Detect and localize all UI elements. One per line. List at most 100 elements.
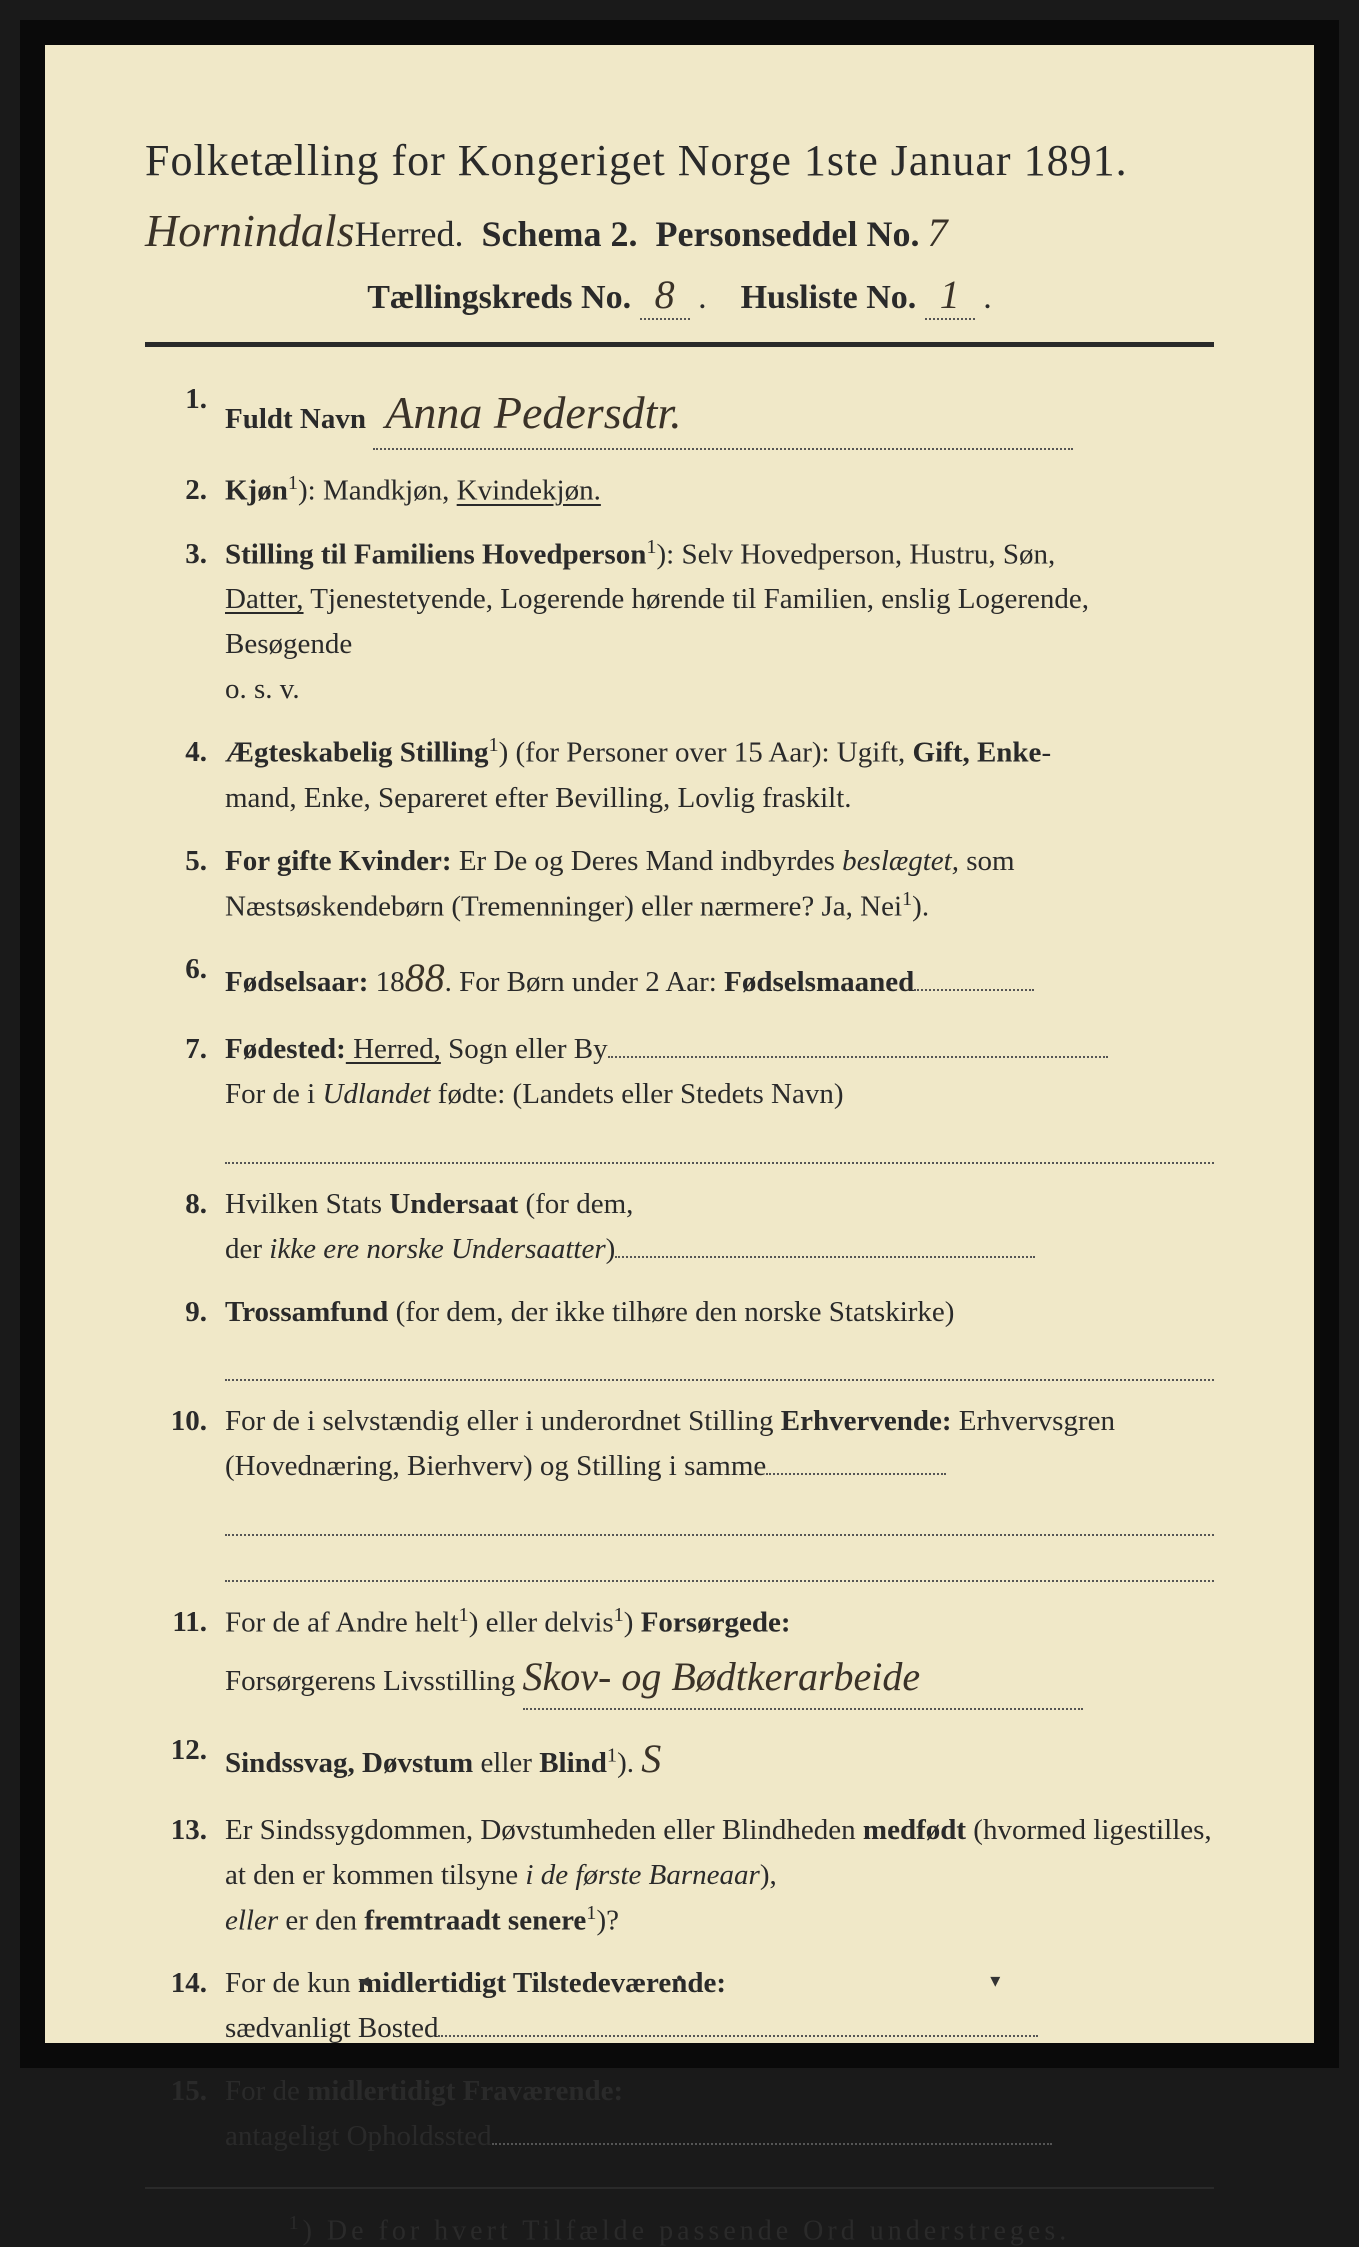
item-5-text3: ). [912,890,929,922]
header-line3: Tællingskreds No. 8 . Husliste No. 1 . [145,271,1214,320]
item-6: 6. Fødselsaar: 1888. For Børn under 2 Aa… [155,947,1214,1009]
item-11-mid: ) eller delvis [469,1607,614,1639]
punch-marks: ◂ • ▾ [45,1968,1314,1993]
item-10-bold: Erhvervende: [781,1405,952,1437]
item-7: 7. Fødested: Herred, Sogn eller By For d… [155,1027,1214,1163]
item-15: 15. For de midlertidigt Fraværende: anta… [155,2069,1214,2159]
item-12-text2: ). [617,1747,641,1779]
item-12-text: eller [473,1747,539,1779]
item-5-pre: For [225,845,277,877]
schema-label: Schema 2. [482,213,638,255]
item-4-label: Ægteskabelig Stilling [225,737,488,769]
item-8-line2-italic: ikke ere norske Undersaatter [269,1233,605,1265]
item-13-line3-end: )? [596,1904,619,1936]
full-name-handwritten: Anna Pedersdtr. [385,387,681,438]
item-10-pre: For de i selvstændig eller i underordnet… [225,1405,781,1437]
header-line2: Hornindals Herred. Schema 2. Personsedde… [145,204,1214,257]
item-12-bold2: Blind [539,1747,607,1779]
item-11-bold: Forsørgede: [641,1607,791,1639]
item-15-pre: For de [225,2075,307,2107]
sup: 1 [586,1902,596,1924]
dotted-line [225,1542,1214,1583]
item-2-text: ): Mandkjøn, [298,475,457,507]
husliste-no: 1 [940,272,960,317]
item-12-label: Sindssvag, Døvstum [225,1747,473,1779]
item-7-label: Fødested: [225,1033,346,1065]
item-num: 8. [155,1182,225,1227]
item-3-line2: Tjenestetyende, Logerende hørende til Fa… [225,583,1089,660]
item-2-underlined: Kvindekjøn. [457,475,601,507]
item-8-line2-pre: der [225,1233,269,1265]
dotted-line [225,1123,1214,1164]
item-num: 6. [155,947,225,992]
item-1-label: Fuldt Navn [225,403,366,435]
item-13-italic: i de første Barneaar [525,1859,759,1891]
item-8-text: (for dem, [518,1188,633,1220]
birth-year-handwritten: 88 [405,955,445,1000]
header-rule [145,342,1214,347]
item-9-text: (for dem, der ikke tilhøre den norske St… [388,1296,954,1328]
item-8-pre: Hvilken Stats [225,1188,389,1220]
sup: 1 [607,1744,617,1766]
item-4: 4. Ægteskabelig Stilling1) (for Personer… [155,730,1214,821]
item-11-pre: For de af Andre helt [225,1607,459,1639]
sup: 1 [488,734,498,756]
form-items: 1. Fuldt Navn Anna Pedersdtr. 2. Kjøn1):… [145,377,1214,2159]
item-3-line3: o. s. v. [225,667,1214,712]
item-5-italic: beslægtet, [842,845,959,877]
item-num: 5. [155,839,225,884]
item-num: 10. [155,1399,225,1444]
item-num: 3. [155,532,225,577]
item-5-text: Er De og Deres Mand indbyrdes [452,845,843,877]
item-13-pre: Er Sindssygdommen, Døvstumheden eller Bl… [225,1814,863,1846]
item-8-line2-rest: ) [606,1233,616,1265]
taellingskreds-label: Tællingskreds No. [367,279,631,316]
herred-name-handwritten: Hornindals [145,204,355,257]
item-12: 12. Sindssvag, Døvstum eller Blind1). S [155,1728,1214,1790]
item-num: 4. [155,730,225,775]
footnote-text: ) De for hvert Tilfælde passende Ord und… [303,2215,1071,2246]
item-6-pre: 18 [368,966,404,998]
sup: 1 [288,472,298,494]
item-num: 2. [155,468,225,513]
item-13-text2: ), [760,1859,777,1891]
provider-occupation-handwritten: Skov- og Bødtkerarbeide [523,1654,921,1699]
item-2-label: Kjøn [225,475,288,507]
item-6-bold: Fødselsmaaned [724,966,914,998]
item-7-underlined: Herred, [346,1033,441,1065]
item-7-line2-rest: fødte: (Landets eller Stedets Navn) [430,1078,843,1110]
sup: 1 [646,536,656,558]
item-num: 7. [155,1027,225,1072]
item-7-text: Sogn eller By [441,1033,608,1065]
item-num: 1. [155,377,225,422]
page-title: Folketælling for Kongeriget Norge 1ste J… [145,135,1214,186]
personseddel-no: 7 [928,209,948,256]
mark-icon: • [676,1968,683,1993]
item-12-handwritten: S [641,1736,661,1781]
item-6-mid: . For Børn under 2 Aar: [445,966,725,998]
item-14-line2: sædvanligt Bosted [225,2012,438,2044]
dotted-line [225,1341,1214,1382]
footnote-sup: 1 [289,2213,303,2234]
personseddel-label: Personseddel No. [656,213,920,255]
item-8: 8. Hvilken Stats Undersaat (for dem, der… [155,1182,1214,1272]
item-num: 9. [155,1290,225,1335]
item-13-bold: medfødt [863,1814,966,1846]
item-5: 5. For gifte Kvinder: Er De og Deres Man… [155,839,1214,930]
item-15-bold: midlertidigt Fraværende: [307,2075,623,2107]
item-9: 9. Trossamfund (for dem, der ikke tilhør… [155,1290,1214,1382]
item-3-label: Stilling til Familiens Hovedperson [225,539,646,571]
sup: 1 [902,888,912,910]
item-11: 11. For de af Andre helt1) eller delvis1… [155,1600,1214,1710]
item-5-label: gifte Kvinder: [277,845,452,877]
item-7-line2-italic: Udlandet [322,1078,430,1110]
item-11-mid2: ) [624,1607,641,1639]
taellingskreds-no: 8 [655,272,675,317]
item-num: 11. [155,1600,225,1645]
item-13-line3-bold: fremtraadt senere [364,1904,586,1936]
item-4-text: ) (for Personer over 15 Aar): Ugift, [499,737,913,769]
item-2: 2. Kjøn1): Mandkjøn, Kvindekjøn. [155,468,1214,514]
footnote-rule [145,2187,1214,2189]
herred-label: Herred. [355,213,464,255]
item-num: 12. [155,1728,225,1773]
